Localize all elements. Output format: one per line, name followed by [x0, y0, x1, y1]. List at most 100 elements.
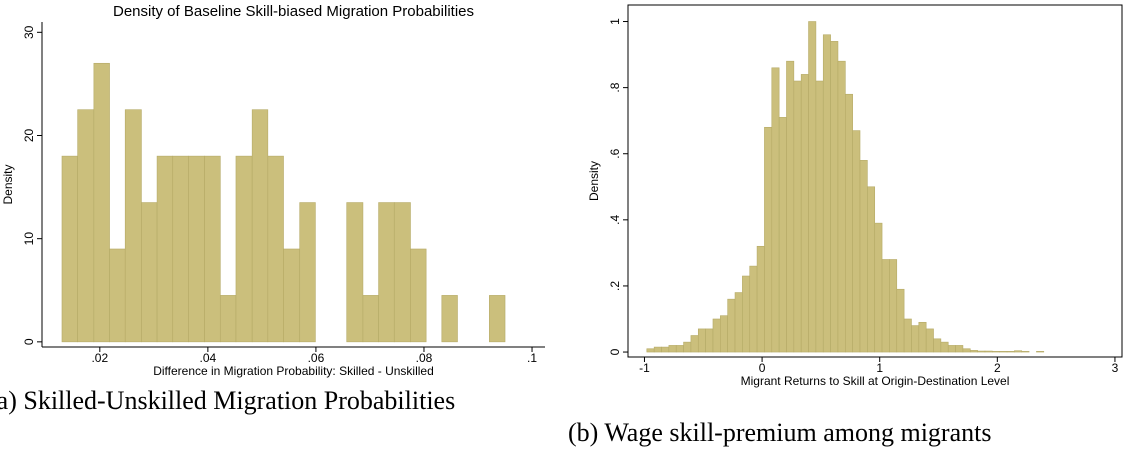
bar	[697, 328, 706, 353]
bar	[668, 345, 677, 353]
bar	[800, 74, 809, 353]
bar	[859, 160, 868, 353]
bar	[881, 259, 890, 353]
bar	[720, 315, 728, 353]
bar	[918, 321, 927, 353]
bar	[441, 295, 458, 343]
x-tick-label: .02	[91, 351, 108, 365]
bar	[925, 328, 934, 353]
bar	[756, 245, 765, 353]
x-tick-label: -1	[639, 361, 650, 375]
bar	[188, 155, 205, 343]
bar	[204, 155, 221, 343]
bar	[489, 295, 506, 343]
bar	[712, 318, 721, 353]
y-tick-label: 30	[22, 25, 36, 39]
bar	[109, 248, 126, 343]
bar	[903, 318, 912, 353]
y-tick-label: .8	[608, 82, 622, 92]
x-tick-label: .06	[308, 351, 325, 365]
bar	[251, 109, 269, 343]
x-tick-label: .08	[416, 351, 433, 365]
bar	[822, 34, 831, 353]
bar	[984, 350, 993, 353]
bar	[299, 202, 316, 343]
bar	[61, 155, 78, 343]
bar	[362, 295, 379, 343]
bar	[815, 80, 824, 353]
bar	[874, 222, 883, 353]
y-axis-label: Density	[1, 164, 15, 204]
bar	[969, 350, 978, 353]
y-axis-label: Density	[587, 161, 601, 201]
x-tick-label: 0	[759, 361, 766, 375]
y-tick-label: .2	[608, 281, 622, 291]
bar	[690, 335, 699, 353]
y-tick-label: 10	[22, 232, 36, 246]
bar	[124, 109, 142, 343]
y-tick-label: 20	[22, 128, 36, 142]
x-axis-label: Migrant Returns to Skill at Origin-Desti…	[741, 374, 1010, 388]
bar	[705, 328, 714, 353]
bar	[962, 348, 971, 353]
caption: (a) Skilled-Unskilled Migration Probabil…	[0, 386, 456, 415]
x-axis-label: Difference in Migration Probability: Ski…	[153, 364, 434, 378]
y-tick-label: 0	[22, 338, 36, 345]
bar	[830, 41, 839, 353]
plot-frame	[627, 4, 1123, 358]
bar	[683, 341, 692, 353]
caption: (b) Wage skill-premium among migrants	[568, 418, 992, 447]
bar	[734, 292, 743, 353]
bar	[378, 202, 395, 343]
bar	[947, 345, 956, 353]
bar	[219, 295, 237, 343]
bar	[867, 186, 876, 353]
bar	[661, 346, 670, 353]
bar	[283, 248, 301, 343]
y-tick-label: .6	[608, 148, 622, 158]
y-tick-label: 1	[608, 18, 622, 25]
bar	[771, 67, 780, 353]
bar	[764, 126, 773, 353]
bar	[852, 130, 861, 353]
bar	[410, 248, 427, 343]
bar	[933, 338, 942, 353]
bar	[911, 325, 920, 353]
bar	[808, 21, 817, 353]
bar	[267, 155, 284, 343]
bar	[999, 351, 1008, 353]
chart-title: Density of Baseline Skill-biased Migrati…	[113, 3, 474, 20]
bar	[346, 202, 364, 343]
x-tick-label: .04	[200, 351, 217, 365]
bar	[646, 348, 655, 353]
bar	[837, 60, 846, 353]
x-tick-label: 3	[1112, 361, 1119, 375]
bar	[786, 60, 795, 353]
bar	[727, 298, 736, 353]
bar	[77, 109, 95, 343]
bar	[393, 202, 411, 343]
bar	[1006, 351, 1015, 353]
y-tick-label: .4	[608, 215, 622, 225]
bar	[778, 117, 787, 353]
bar	[1014, 350, 1023, 353]
bar	[1021, 351, 1030, 353]
bar	[653, 346, 662, 353]
bar	[93, 62, 110, 343]
x-tick-label: 1	[876, 361, 883, 375]
bar	[675, 345, 684, 353]
bar	[992, 351, 1000, 353]
bar	[793, 80, 802, 353]
bar	[977, 350, 986, 353]
bar	[896, 288, 905, 353]
bar	[141, 202, 158, 343]
bar	[742, 275, 751, 353]
bar	[955, 345, 964, 353]
bar	[1036, 351, 1045, 353]
bar	[749, 265, 758, 353]
x-tick-label: .1	[527, 351, 537, 365]
bar	[940, 341, 949, 353]
y-tick-label: 0	[608, 348, 622, 355]
bar	[172, 155, 189, 343]
